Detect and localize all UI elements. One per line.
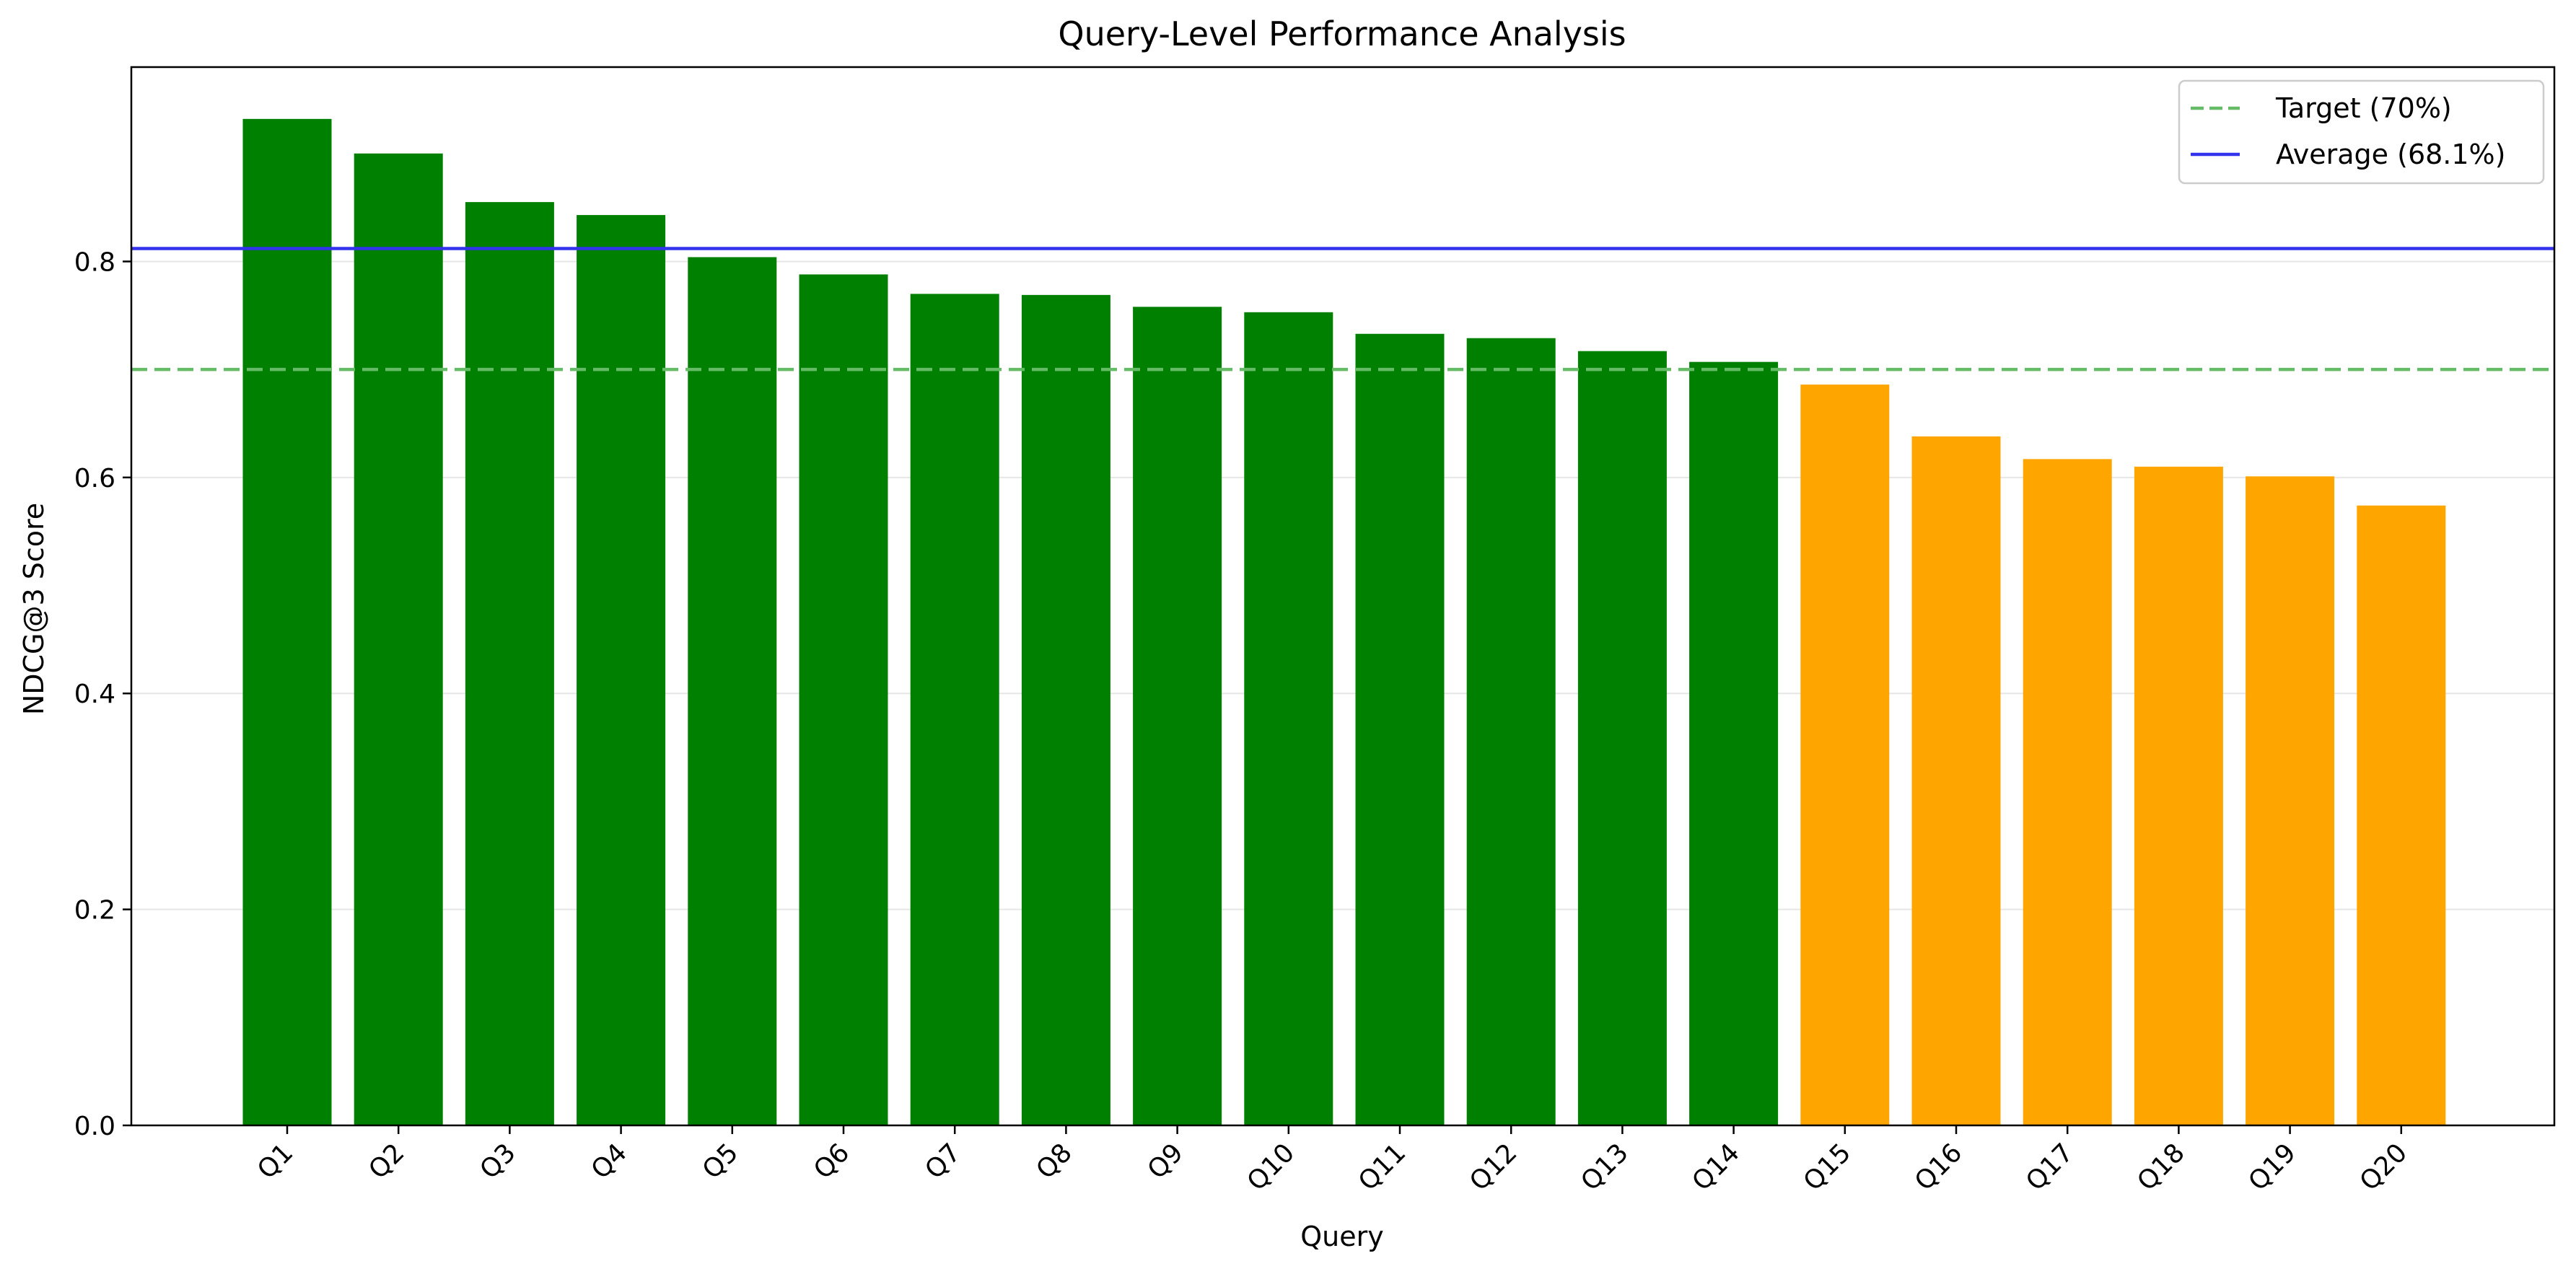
bar-q14 bbox=[1689, 361, 1779, 1125]
bar-q13 bbox=[1577, 351, 1667, 1126]
y-tick-label: 0.8 bbox=[74, 247, 115, 277]
bar-q15 bbox=[1800, 385, 1890, 1125]
x-axis-label: Query bbox=[1300, 1221, 1383, 1252]
bar-q7 bbox=[910, 294, 999, 1125]
bar-q8 bbox=[1021, 294, 1110, 1125]
axes bbox=[130, 66, 2556, 1127]
y-tick-label: 0.6 bbox=[74, 464, 115, 493]
bar-q4 bbox=[577, 215, 666, 1126]
bar-q16 bbox=[1911, 436, 2001, 1125]
bar-q5 bbox=[688, 257, 777, 1126]
bar-q2 bbox=[354, 153, 443, 1125]
bar-q11 bbox=[1355, 333, 1445, 1125]
y-tick-label: 0.4 bbox=[74, 680, 115, 709]
y-tick-label: 0.2 bbox=[74, 896, 115, 926]
legend-label-target: Target (70%) bbox=[2275, 92, 2452, 124]
bars bbox=[242, 118, 2446, 1126]
bar-q17 bbox=[2023, 459, 2112, 1125]
bar-q12 bbox=[1466, 338, 1556, 1125]
y-tick-label: 0.0 bbox=[74, 1112, 115, 1141]
bar-q6 bbox=[799, 274, 888, 1125]
plot-frame bbox=[130, 66, 2556, 1127]
bar-q1 bbox=[242, 118, 332, 1126]
bar-q3 bbox=[465, 202, 554, 1126]
y-axis-label: NDCG@3 Score bbox=[18, 503, 50, 715]
bar-q20 bbox=[2357, 505, 2446, 1125]
bar-q18 bbox=[2134, 466, 2223, 1125]
legend-label-average: Average (68.1%) bbox=[2276, 139, 2506, 170]
reference-lines bbox=[131, 247, 2554, 372]
bar-q9 bbox=[1133, 307, 1222, 1125]
legend: Target (70%) Average (68.1%) bbox=[2178, 79, 2545, 185]
chart-title: Query-Level Performance Analysis bbox=[1058, 14, 1626, 53]
bar-q19 bbox=[2246, 476, 2335, 1125]
legend-box bbox=[2178, 79, 2545, 185]
bar-q10 bbox=[1244, 312, 1333, 1125]
